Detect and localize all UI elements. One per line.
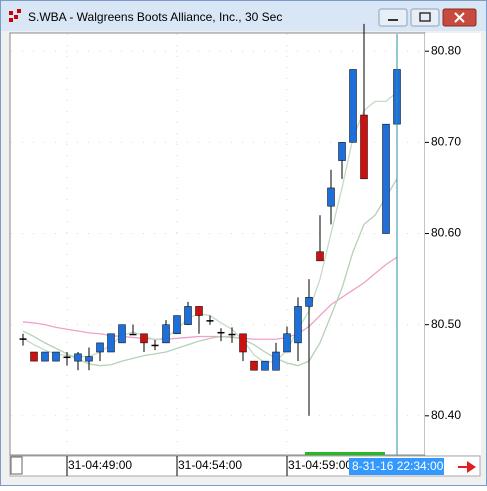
candle-body bbox=[327, 187, 335, 207]
cursor-label: 8-31-16 22:34:00 bbox=[352, 459, 444, 473]
candle-body bbox=[140, 333, 148, 344]
y-tick-label: 80.60 bbox=[431, 226, 461, 240]
candle-body bbox=[162, 324, 170, 344]
window-title: S.WBA - Walgreens Boots Alliance, Inc., … bbox=[28, 10, 282, 24]
y-tick-label: 80.40 bbox=[431, 408, 461, 422]
candle-body bbox=[52, 351, 60, 362]
candle-body bbox=[338, 142, 346, 161]
candle-body bbox=[239, 333, 247, 353]
x-tick-label: 31-04:59:00 bbox=[288, 458, 352, 472]
candle-body bbox=[217, 331, 225, 334]
cursor-label-bg bbox=[349, 458, 444, 475]
candle-body bbox=[184, 306, 192, 325]
y-tick-label: 80.50 bbox=[431, 317, 461, 331]
candle-body bbox=[74, 353, 82, 362]
candle-body bbox=[96, 342, 104, 353]
candle-body bbox=[349, 69, 357, 143]
candle-body bbox=[151, 344, 159, 347]
app-icon bbox=[9, 9, 21, 22]
candle-body bbox=[173, 315, 181, 335]
candle-body bbox=[305, 297, 313, 307]
candle-body bbox=[129, 333, 137, 336]
candle-body bbox=[107, 333, 115, 353]
candle-body bbox=[63, 356, 71, 359]
y-tick-label: 80.70 bbox=[431, 135, 461, 149]
minimize-button[interactable] bbox=[378, 8, 408, 27]
candle-body bbox=[294, 306, 302, 344]
candle-body bbox=[206, 320, 214, 322]
candle-body bbox=[41, 351, 49, 362]
candle-body bbox=[283, 333, 291, 353]
scroll-box[interactable] bbox=[10, 456, 23, 475]
candle-body bbox=[272, 351, 280, 371]
candle-body bbox=[19, 338, 27, 340]
candle-body bbox=[228, 333, 236, 336]
x-tick-label: 31-04:54:00 bbox=[178, 458, 242, 472]
plot-area bbox=[9, 32, 426, 456]
candle-body bbox=[30, 351, 38, 362]
candle-body bbox=[261, 360, 269, 371]
moving-average-line bbox=[22, 256, 398, 340]
candle-body bbox=[85, 356, 93, 362]
candle-body bbox=[250, 360, 258, 371]
candle-body bbox=[316, 251, 324, 262]
session-bar bbox=[305, 452, 385, 455]
maximize-button[interactable] bbox=[410, 8, 440, 27]
candle-body bbox=[195, 306, 203, 316]
candle-body bbox=[118, 324, 126, 344]
scroll-arrow[interactable] bbox=[458, 461, 476, 473]
y-tick-label: 80.80 bbox=[431, 43, 461, 57]
x-tick-label: 31-04:49:00 bbox=[68, 458, 132, 472]
candle-body bbox=[382, 123, 390, 234]
moving-average-line bbox=[22, 178, 398, 367]
close-button[interactable] bbox=[442, 8, 477, 27]
y-axis-area bbox=[425, 33, 481, 455]
candle-body bbox=[360, 114, 368, 180]
